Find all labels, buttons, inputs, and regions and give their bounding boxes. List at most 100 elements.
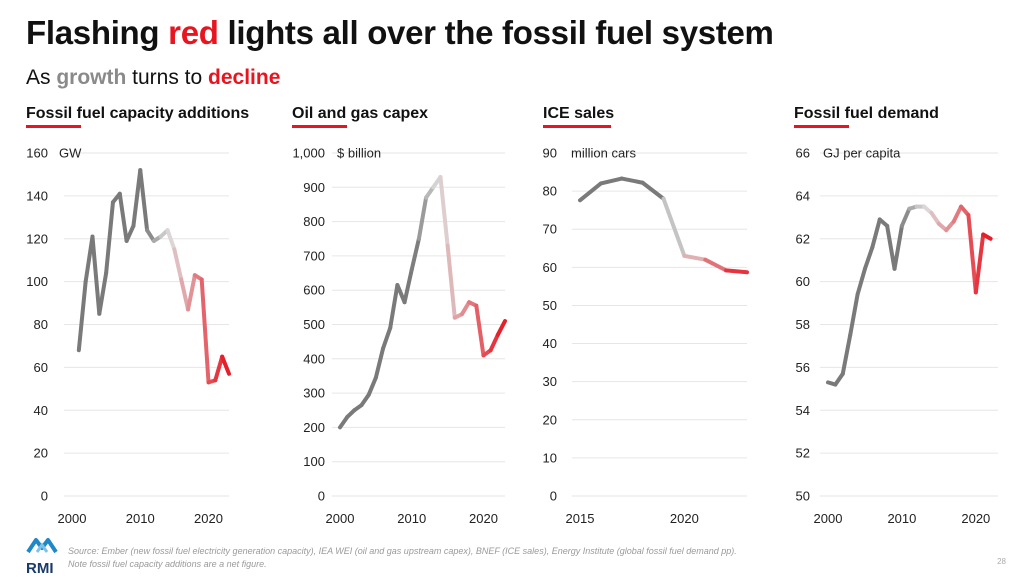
series-line-segment [186,273,197,312]
y-tick-label: 160 [26,146,48,161]
panel-title: Fossil fuel demand [794,105,939,122]
y-tick-label: 40 [543,336,557,351]
x-tick-label: 2000 [58,511,87,526]
series-line-segment [359,392,371,408]
series-line-segment [862,245,875,271]
unit-label: GJ per capita [823,146,901,161]
series-line-segment [97,271,109,316]
y-tick-label: 120 [26,231,48,246]
x-tick-label: 2020 [961,511,990,526]
y-tick-label: 60 [34,360,48,375]
series-line-segment [213,354,225,383]
series-line-segment [366,375,378,397]
series-line-segment [388,283,400,330]
series-line-segment [885,223,897,271]
series-line-segment [416,195,429,241]
series-line-segment [199,277,211,385]
series-line-segment [640,180,666,201]
series-line-segment [117,191,129,243]
series-line-segment [724,268,749,275]
y-tick-label: 0 [41,489,48,504]
y-tick-label: 30 [543,374,557,389]
subtitle-part-1: As [26,66,57,89]
y-tick-label: 60 [796,274,810,289]
y-tick-label: 1,000 [292,146,325,161]
y-tick-label: 58 [796,317,810,332]
series-line-segment [966,213,978,295]
y-tick-label: 40 [34,403,48,418]
series-line-segment [220,354,231,376]
series-line-segment [338,415,350,430]
series-line-segment [661,196,687,258]
unit-label: million cars [571,146,637,161]
title-part-1: Flashing [26,14,169,51]
y-tick-label: 140 [26,188,48,203]
x-tick-label: 2015 [566,511,595,526]
series-line-segment [598,176,624,186]
series-line-segment [488,332,500,353]
series-line-segment [619,176,645,185]
panel-title: ICE sales [543,105,614,122]
series-line-segment [474,303,486,358]
series-line-segment [373,346,386,380]
page-title: Flashing red lights all over the fossil … [26,14,774,52]
y-tick-label: 300 [303,386,325,401]
y-tick-label: 400 [303,351,325,366]
series-line-segment [165,228,177,252]
title-part-2: lights all over the fossil fuel system [218,14,774,51]
unit-label: GW [59,146,82,161]
panel-title-underline [292,125,347,128]
y-tick-label: 20 [34,446,48,461]
series-line-segment [981,232,993,241]
series-line-segment [402,267,414,305]
series-line-segment [90,234,102,316]
y-tick-label: 100 [26,274,48,289]
series-line-segment [424,185,436,200]
subtitle-decline-word: decline [208,66,281,89]
page-subtitle: As growth turns to decline [26,66,280,90]
series-line-segment [76,279,88,353]
y-tick-label: 60 [543,260,557,275]
series-line-segment [899,206,912,228]
y-tick-label: 64 [796,188,810,203]
source-line-1: Source: Ember (new fossil fuel electrici… [68,546,737,556]
series-line-segment [892,223,904,271]
y-tick-label: 56 [796,360,810,375]
series-line-segment [179,277,191,312]
series-line-segment [840,333,853,376]
x-tick-label: 2010 [887,511,916,526]
series-line-segment [172,247,184,282]
series-line-segment [578,181,603,203]
rmi-logo-text: RMI [26,560,54,576]
y-tick-label: 10 [543,450,557,465]
x-tick-label: 2020 [670,511,699,526]
title-red-word: red [168,14,219,51]
series-line-segment [848,292,860,338]
y-tick-label: 0 [550,489,557,504]
y-tick-label: 50 [543,298,557,313]
series-line-segment [855,266,867,297]
y-tick-label: 54 [796,403,810,418]
y-tick-label: 50 [796,489,810,504]
series-line-segment [929,211,941,226]
y-tick-label: 80 [34,317,48,332]
x-tick-label: 2000 [814,511,843,526]
series-line-segment [145,228,156,243]
series-line-segment [833,371,845,387]
subtitle-growth-word: growth [56,66,127,89]
x-tick-label: 2010 [126,511,155,526]
y-tick-label: 0 [318,489,325,504]
x-tick-label: 2020 [469,511,498,526]
series-line-segment [124,223,136,243]
series-line-segment [703,257,729,273]
series-line-segment [438,175,450,248]
y-tick-label: 70 [543,222,557,237]
page-number: 28 [997,557,1006,566]
series-line-segment [138,168,150,233]
series-line-segment [104,200,115,276]
y-tick-label: 52 [796,446,810,461]
source-note: Source: Ember (new fossil fuel electrici… [68,545,737,571]
series-line-segment [381,325,393,351]
series-line-segment [131,168,143,228]
